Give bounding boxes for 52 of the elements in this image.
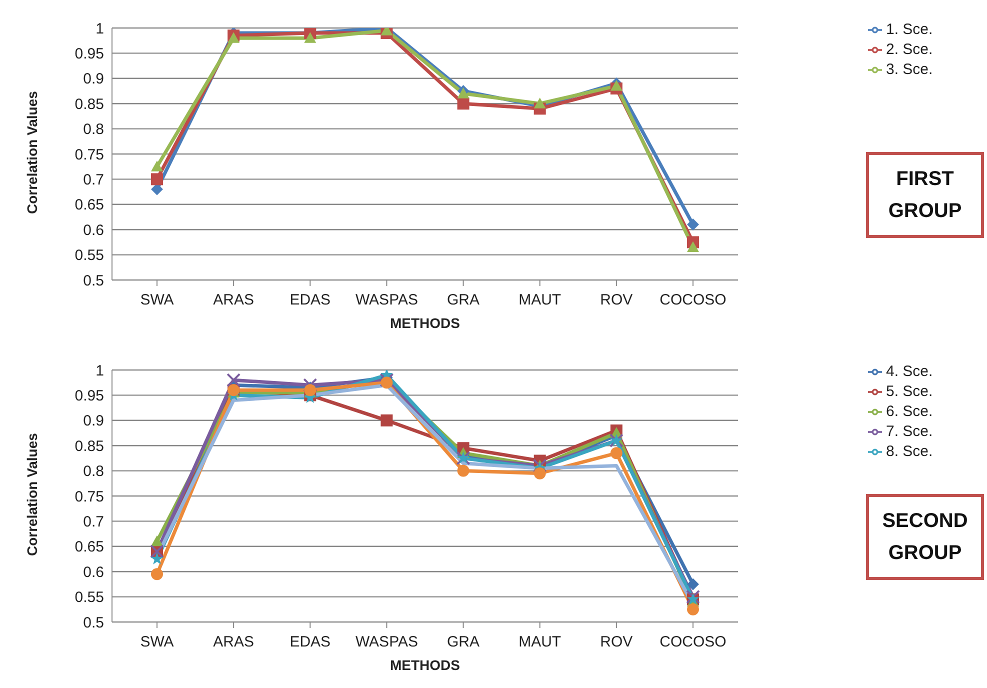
y-tick-label: 0.5 <box>83 614 104 632</box>
x-tick-label: ARAS <box>213 292 254 309</box>
x-tick-label: GRA <box>447 634 480 651</box>
y-tick-label: 0.9 <box>83 412 104 430</box>
y-tick-label: 0.8 <box>83 121 104 138</box>
legend-label: 3. Sce. <box>886 61 933 78</box>
y-tick-label: 0.65 <box>74 196 104 214</box>
y-axis-title: Correlation Values <box>24 90 40 214</box>
x-tick-label: MAUT <box>518 634 562 651</box>
y-tick-label: 0.6 <box>83 222 104 239</box>
y-tick-label: 0.85 <box>74 438 104 455</box>
legend-label: 7. Sce. <box>886 423 933 440</box>
legend-label: 4. Sce. <box>886 363 933 380</box>
y-tick-label: 0.7 <box>83 514 104 531</box>
x-tick-label: COCOSO <box>660 634 726 651</box>
y-tick-label: 0.8 <box>83 463 104 480</box>
text: FIRST GROUP <box>866 152 984 238</box>
y-tick-label: 0.65 <box>74 538 104 556</box>
x-axis-title: METHODS <box>390 315 460 331</box>
y-tick-label: 0.9 <box>83 70 104 88</box>
y-tick-label: 0.75 <box>74 146 104 164</box>
x-tick-label: MAUT <box>518 292 562 309</box>
x-tick-label: ARAS <box>213 634 254 651</box>
y-tick-label: 0.95 <box>74 46 104 63</box>
legend-label: 1. Sce. <box>886 21 933 38</box>
x-tick-label: ROV <box>600 292 633 309</box>
y-axis-title: Correlation Values <box>24 432 40 556</box>
legend-label: 6. Sce. <box>886 403 933 420</box>
y-tick-label: 0.6 <box>83 564 104 581</box>
legend-label: 2. Sce. <box>886 41 933 58</box>
x-tick-label: SWA <box>140 634 174 651</box>
legend-label: 5. Sce. <box>886 383 933 400</box>
x-tick-label: COCOSO <box>660 292 726 309</box>
y-tick-label: 1 <box>96 362 104 380</box>
y-tick-label: 0.75 <box>74 488 104 506</box>
y-tick-label: 1 <box>96 20 104 38</box>
y-tick-label: 0.95 <box>74 388 104 405</box>
legend-label: 8. Sce. <box>886 443 933 460</box>
y-tick-label: 0.85 <box>74 96 104 113</box>
x-tick-label: ROV <box>600 634 633 651</box>
y-tick-label: 0.5 <box>83 272 104 290</box>
x-tick-label: WASPAS <box>355 634 418 651</box>
x-tick-label: WASPAS <box>355 292 418 309</box>
y-tick-label: 0.55 <box>74 589 104 606</box>
x-tick-label: EDAS <box>290 292 331 309</box>
x-axis-title: METHODS <box>390 657 460 673</box>
text: SECOND GROUP <box>866 494 984 580</box>
y-tick-label: 0.55 <box>74 247 104 264</box>
x-tick-label: SWA <box>140 292 174 309</box>
x-tick-label: GRA <box>447 292 480 309</box>
x-tick-label: EDAS <box>290 634 331 651</box>
y-tick-label: 0.7 <box>83 172 104 189</box>
